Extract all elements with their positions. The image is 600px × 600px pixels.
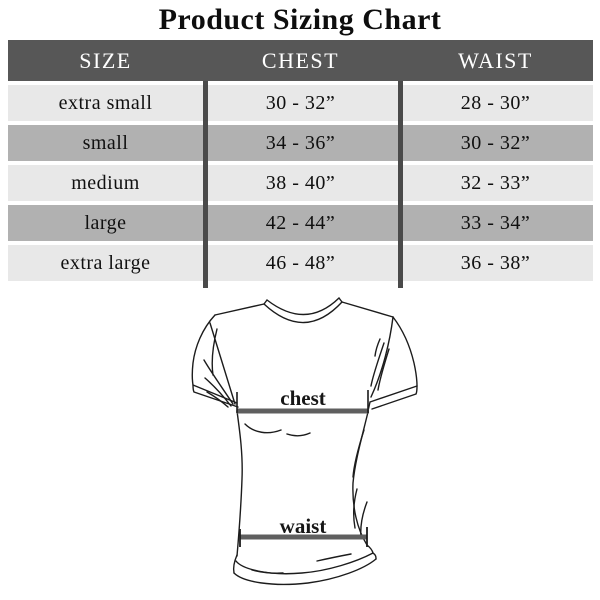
cell-chest: 42 - 44” — [265, 211, 336, 234]
cell-size: extra large — [60, 251, 151, 274]
right-shoulder-seam — [341, 301, 394, 318]
cell-waist: 28 - 30” — [460, 91, 531, 114]
hem-folds — [251, 553, 352, 574]
header-cell-waist: WAIST — [458, 47, 533, 73]
left-sleeve-seam — [209, 322, 236, 405]
header-cell-size: SIZE — [79, 47, 132, 73]
table-row: extra large 46 - 48” 36 - 38” — [8, 245, 593, 281]
cell-waist: 30 - 32” — [460, 131, 531, 154]
hem-bottom-edge — [233, 558, 377, 586]
cell-waist: 36 - 38” — [460, 251, 531, 274]
table-row: medium 38 - 40” 32 - 33” — [8, 165, 593, 201]
left-sleeve-wrinkles — [203, 328, 234, 408]
hem-right-corner — [366, 544, 377, 560]
cell-waist: 33 - 34” — [460, 211, 531, 234]
right-sleeve-seam — [370, 316, 394, 398]
left-body-edge — [236, 410, 243, 557]
cell-chest: 46 - 48” — [265, 251, 336, 274]
column-divider — [398, 81, 403, 288]
cell-chest: 38 - 40” — [265, 171, 336, 194]
waist-label: waist — [280, 514, 327, 538]
under-chest-wrinkles — [244, 423, 311, 437]
table-row: large 42 - 44” 33 - 34” — [8, 205, 593, 241]
tshirt-outline — [191, 297, 418, 586]
hem-top-edge — [235, 552, 374, 575]
cell-chest: 30 - 32” — [265, 91, 336, 114]
chest-measure-ticks — [236, 390, 369, 413]
table-row: small 34 - 36” 30 - 32” — [8, 125, 593, 161]
sizing-table: SIZE CHEST WAIST extra small 30 - 32” 28… — [8, 40, 593, 288]
collar-seam — [263, 301, 343, 324]
collar-rim — [266, 297, 340, 316]
left-sleeve-outer — [191, 314, 216, 386]
tshirt-diagram: chest waist — [191, 297, 418, 586]
cell-waist: 32 - 33” — [460, 171, 531, 194]
right-sleeve-wrinkles — [370, 338, 390, 391]
cell-size: small — [82, 131, 129, 154]
cell-size: large — [84, 211, 127, 234]
page-title: Product Sizing Chart — [158, 3, 442, 36]
waist-measure-ticks — [239, 527, 368, 547]
right-cuff — [367, 385, 418, 412]
cell-size: medium — [71, 171, 140, 194]
right-sleeve-outer — [392, 316, 418, 387]
table-row: extra small 30 - 32” 28 - 30” — [8, 85, 593, 121]
header-cell-chest: CHEST — [261, 47, 340, 73]
left-shoulder-seam — [214, 303, 265, 316]
collar-caps — [263, 297, 343, 305]
hem-left-corner — [232, 554, 238, 574]
cell-size: extra small — [58, 91, 153, 114]
chest-label: chest — [280, 386, 326, 410]
cell-chest: 34 - 36” — [265, 131, 336, 154]
table-header-row: SIZE CHEST WAIST — [8, 40, 593, 81]
column-divider — [203, 81, 208, 288]
